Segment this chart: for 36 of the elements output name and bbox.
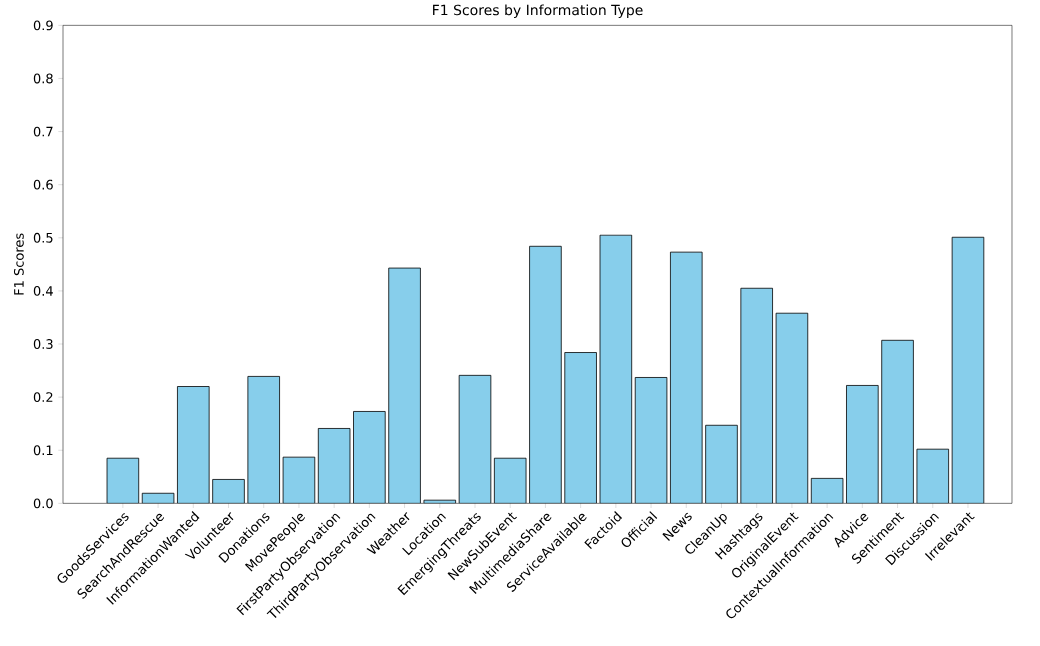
bar	[634, 376, 668, 504]
y-tick-label: 0.8	[33, 73, 53, 84]
bar	[529, 245, 562, 504]
bar	[599, 234, 633, 504]
y-tick-label: 0.2	[33, 392, 53, 402]
bar	[247, 375, 280, 504]
bar	[282, 456, 316, 504]
bar	[106, 457, 140, 504]
bar	[810, 477, 844, 504]
y-tick-label: 0.6	[33, 179, 53, 190]
y-tick-label: 0.5	[33, 232, 53, 243]
bar	[212, 478, 245, 504]
bar	[493, 457, 527, 504]
y-tick-label: 0.3	[33, 338, 53, 349]
y-tick-label: 0.4	[33, 285, 53, 296]
bar	[740, 287, 773, 504]
y-tick-label: 0.7	[33, 126, 53, 137]
bar	[458, 374, 492, 504]
bar	[775, 312, 809, 504]
bar	[881, 339, 914, 504]
bar	[846, 384, 879, 504]
y-tick-label: 0.1	[33, 445, 53, 455]
bar	[670, 251, 703, 504]
y-axis-title: F1 Scores	[13, 233, 24, 295]
y-tick-label: 0.0	[33, 498, 53, 509]
bar	[353, 410, 386, 504]
bar	[916, 448, 950, 504]
bar	[951, 236, 985, 504]
bar	[388, 267, 421, 504]
chart-title: F1 Scores by Information Type	[433, 4, 643, 18]
bar	[564, 351, 597, 504]
bar	[141, 492, 175, 504]
bar	[317, 427, 351, 504]
y-tick-label: 0.9	[33, 20, 53, 31]
bar	[705, 424, 738, 504]
bar	[177, 385, 210, 504]
